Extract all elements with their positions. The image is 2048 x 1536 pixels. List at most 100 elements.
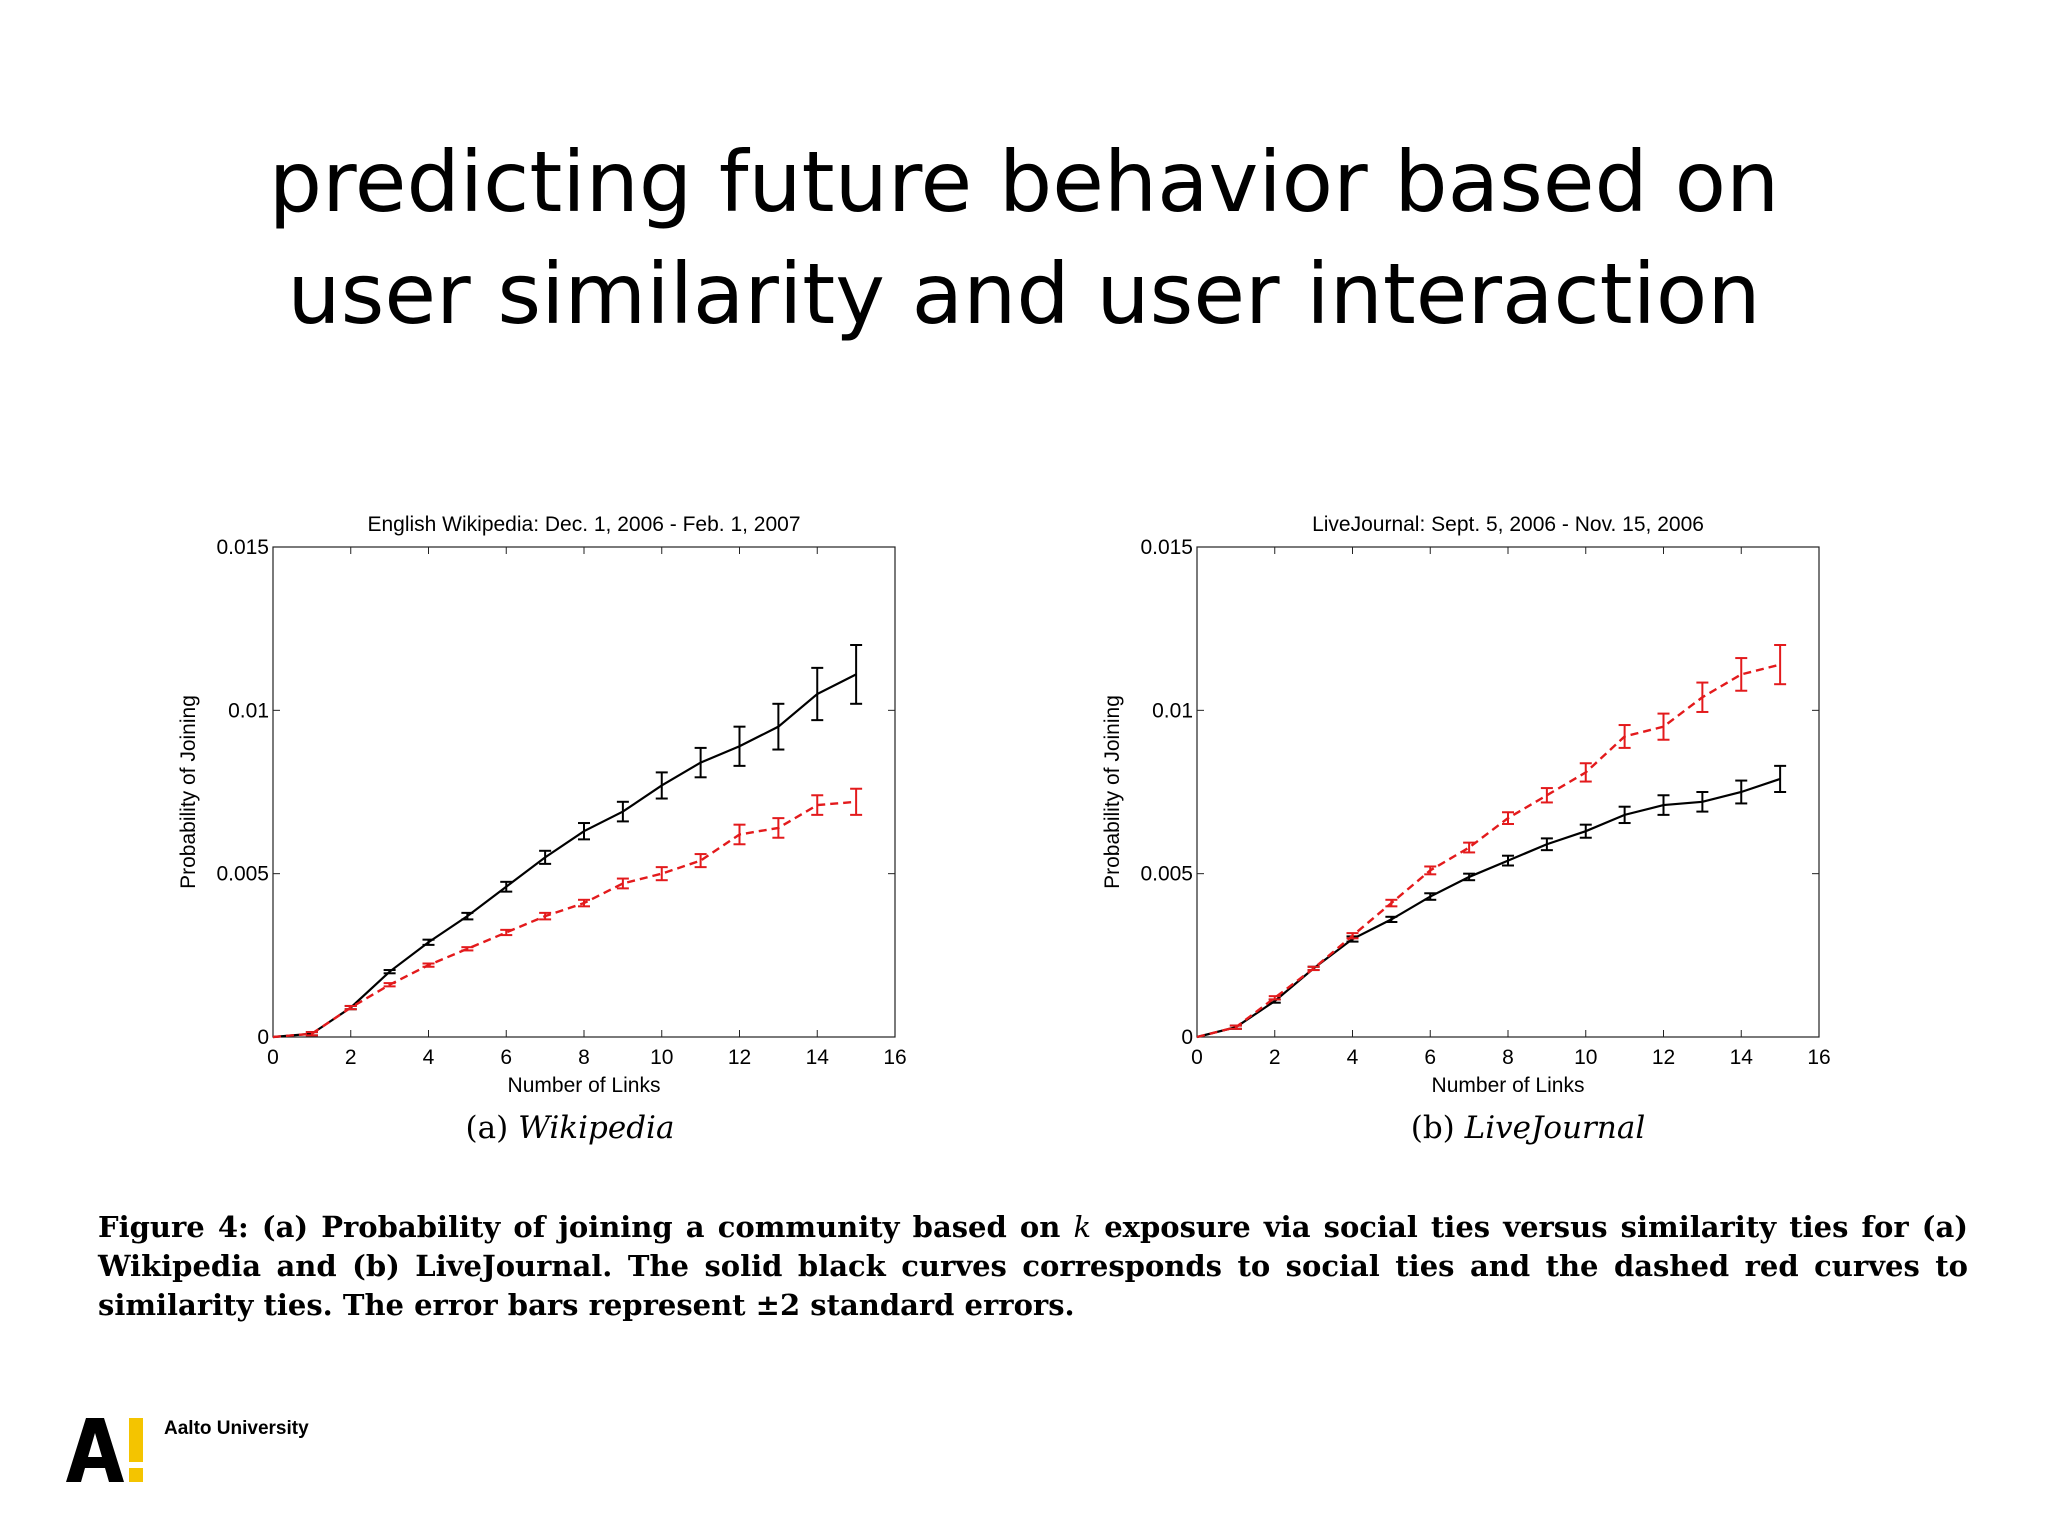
x-tick-label: 16: [883, 1046, 906, 1069]
social-error-bar: [1579, 823, 1592, 839]
x-tick-label: 8: [1502, 1046, 1514, 1069]
social-series-line: [272, 673, 857, 1039]
chart-wikipedia: English Wikipedia: Dec. 1, 2006 - Feb. 1…: [177, 513, 907, 1097]
y-tick-label: 0.005: [216, 863, 269, 886]
subcaption-b-label: (b): [1410, 1110, 1455, 1146]
social-error-bar: [461, 911, 474, 921]
y-tick-label: 0: [257, 1026, 269, 1049]
x-tick-label: 2: [345, 1046, 357, 1069]
x-tick-label: 0: [1191, 1046, 1203, 1069]
x-axis-label: Number of Links: [1432, 1074, 1585, 1097]
social-error-bar: [1540, 837, 1553, 852]
similarity-error-bar: [1774, 644, 1787, 686]
social-error-bar: [1424, 892, 1437, 901]
chart-title: English Wikipedia: Dec. 1, 2006 - Feb. 1…: [367, 513, 800, 536]
social-error-bar: [1618, 805, 1631, 825]
similarity-error-bar: [500, 928, 513, 937]
similarity-error-bar: [1346, 932, 1359, 940]
caption-prefix: Figure 4: (a) Probability of joining a c…: [98, 1210, 1061, 1244]
social-error-bar: [811, 666, 824, 722]
logo-exclamation-bar: [129, 1418, 143, 1462]
plot-area-frame: [1196, 546, 1820, 1038]
caption-k: k: [1073, 1210, 1092, 1244]
figure-caption: Figure 4: (a) Probability of joining a c…: [98, 1208, 1968, 1325]
social-error-bar: [772, 702, 785, 751]
similarity-error-bar: [850, 787, 863, 816]
slide-title: predicting future behavior based on user…: [0, 126, 2048, 350]
similarity-series-line: [1196, 663, 1781, 1039]
similarity-error-bar: [1696, 681, 1709, 713]
x-tick-label: 4: [1347, 1046, 1359, 1069]
subcaption-b-name: LiveJournal: [1464, 1110, 1646, 1146]
similarity-error-bar: [1463, 841, 1476, 854]
social-error-bar: [1774, 764, 1787, 793]
logo-text: Aalto University: [164, 1418, 309, 1439]
similarity-error-bar: [1657, 712, 1670, 741]
x-tick-label: 12: [728, 1046, 751, 1069]
social-error-bar: [694, 746, 707, 779]
subcaption-livejournal: (b) LiveJournal: [1318, 1110, 1738, 1146]
x-tick-label: 8: [578, 1046, 590, 1069]
similarity-error-bar: [733, 823, 746, 846]
similarity-error-bar: [383, 982, 396, 988]
y-tick-label: 0.01: [228, 699, 269, 722]
y-tick-label: 0.01: [1152, 699, 1193, 722]
y-tick-label: 0.015: [216, 536, 269, 559]
social-error-bar: [1735, 779, 1748, 805]
similarity-error-bar: [461, 946, 474, 952]
y-axis-label: Probability of Joining: [1101, 695, 1124, 889]
similarity-error-bar: [578, 898, 590, 908]
x-tick-label: 10: [1574, 1046, 1597, 1069]
slide-title-line-1: predicting future behavior based on: [268, 133, 1780, 231]
y-axis-label: Probability of Joining: [177, 695, 200, 889]
x-tick-label: 16: [1807, 1046, 1830, 1069]
similarity-error-bar: [305, 1031, 318, 1037]
similarity-error-bar: [1268, 995, 1281, 1001]
similarity-error-bar: [1307, 965, 1320, 972]
chart-title: LiveJournal: Sept. 5, 2006 - Nov. 15, 20…: [1312, 513, 1704, 536]
x-tick-label: 6: [1424, 1046, 1436, 1069]
social-error-bar: [616, 800, 629, 823]
similarity-error-bar: [1229, 1024, 1242, 1030]
similarity-error-bar: [811, 794, 824, 816]
social-error-bar: [733, 725, 746, 767]
similarity-error-bar: [1540, 787, 1553, 804]
chart-livejournal: LiveJournal: Sept. 5, 2006 - Nov. 15, 20…: [1101, 513, 1831, 1097]
similarity-error-bar: [344, 1004, 357, 1011]
similarity-error-bar: [616, 877, 629, 890]
logo-exclamation-dot: [129, 1468, 143, 1482]
social-error-bar: [578, 822, 590, 841]
x-axis-label: Number of Links: [508, 1074, 661, 1097]
social-error-bar: [850, 644, 863, 705]
x-tick-label: 0: [267, 1046, 279, 1069]
subcaption-a-name: Wikipedia: [518, 1110, 675, 1146]
similarity-error-bar: [1579, 762, 1592, 783]
y-tick-label: 0: [1181, 1026, 1193, 1049]
x-tick-label: 14: [1730, 1046, 1754, 1069]
slide-title-line-2: user similarity and user interaction: [287, 245, 1761, 343]
social-error-bar: [1463, 872, 1476, 882]
x-tick-label: 14: [806, 1046, 830, 1069]
x-tick-label: 12: [1652, 1046, 1675, 1069]
similarity-error-bar: [1502, 811, 1514, 826]
subcaption-wikipedia: (a) Wikipedia: [360, 1110, 780, 1146]
similarity-error-bar: [539, 911, 552, 921]
y-tick-label: 0.005: [1140, 863, 1193, 886]
social-error-bar: [1657, 794, 1670, 816]
subcaption-a-label: (a): [465, 1110, 509, 1146]
x-tick-label: 4: [423, 1046, 435, 1069]
similarity-error-bar: [772, 817, 785, 839]
x-tick-label: 2: [1269, 1046, 1281, 1069]
social-error-bar: [1502, 854, 1514, 867]
similarity-error-bar: [694, 853, 707, 869]
x-tick-label: 10: [650, 1046, 673, 1069]
social-error-bar: [383, 969, 396, 975]
aalto-logo-icon: [66, 1418, 143, 1482]
social-error-bar: [539, 849, 552, 865]
similarity-error-bar: [1424, 865, 1437, 876]
similarity-error-bar: [1735, 657, 1748, 692]
similarity-error-bar: [655, 866, 668, 882]
y-tick-label: 0.015: [1140, 536, 1193, 559]
caption-rest: exposure via social ties versus similari…: [98, 1210, 1968, 1322]
similarity-error-bar: [1385, 898, 1398, 908]
